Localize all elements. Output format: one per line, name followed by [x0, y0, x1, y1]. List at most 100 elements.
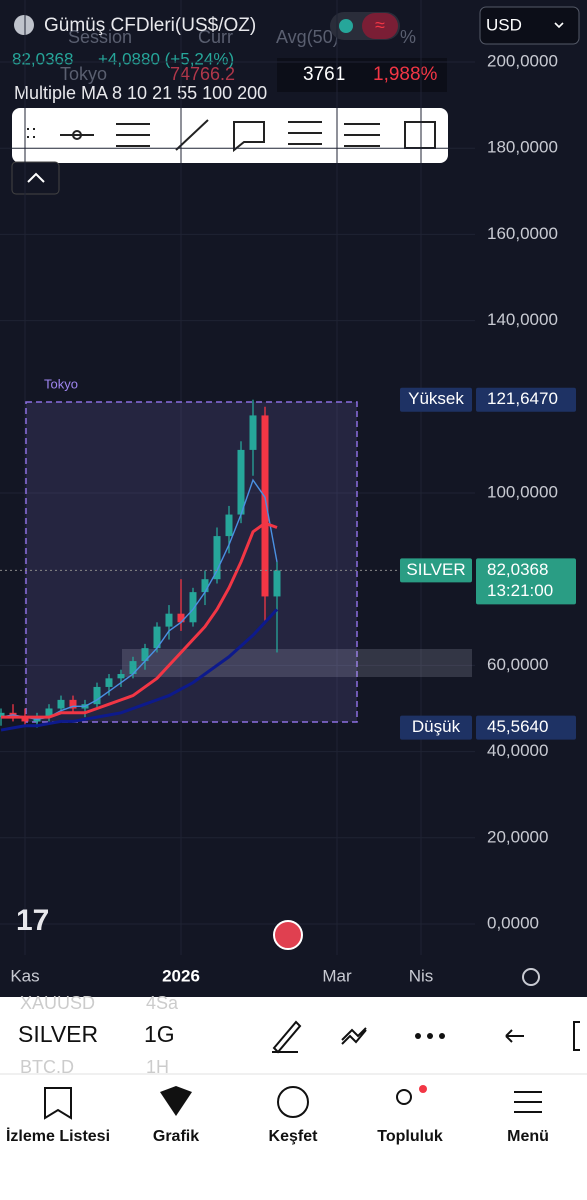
ma-line — [1, 521, 278, 719]
price: 82,0368 — [12, 49, 73, 68]
nav-item[interactable]: Topluluk — [377, 1128, 443, 1145]
nav-menu-icon[interactable] — [514, 1091, 542, 1113]
interval-ghost: 1H — [146, 1057, 169, 1077]
ghost: 3761 — [303, 64, 345, 85]
nav-item[interactable]: Menü — [507, 1128, 549, 1145]
collapse-icon — [27, 172, 45, 183]
label-value: 45,5640 — [487, 717, 548, 736]
currency[interactable]: USD — [486, 15, 522, 34]
currency-select[interactable] — [479, 6, 580, 45]
tool-lines[interactable] — [344, 123, 380, 147]
symbol-ghost: XAUUSD — [20, 993, 95, 1013]
ghost-box — [277, 58, 447, 92]
label-value-box — [476, 558, 576, 605]
y-tick-label: 20,0000 — [487, 827, 548, 846]
nav-chart-icon[interactable] — [160, 1086, 192, 1116]
label-value: 121,6470 — [487, 389, 558, 408]
events-icon — [273, 920, 303, 950]
nav-community-icon[interactable] — [396, 1089, 412, 1105]
nav-item[interactable]: Grafik — [153, 1128, 199, 1145]
chevron — [554, 22, 564, 29]
y-tick-label: 160,0000 — [487, 224, 558, 243]
ghost: Avg(50) — [276, 27, 339, 47]
candle-body — [117, 674, 125, 679]
nav-icons — [44, 1086, 542, 1120]
candle-body — [225, 514, 233, 537]
x-tick-label: 2026 — [162, 966, 200, 985]
y-tick-label: 40,0000 — [487, 741, 548, 760]
nav-explore-icon[interactable] — [277, 1086, 309, 1118]
nav: İzleme Listesi Grafik Keşfet Topluluk Me… — [6, 1127, 549, 1145]
candle-body — [69, 699, 77, 709]
candle-body — [141, 648, 149, 662]
nav-item[interactable]: Keşfet — [269, 1128, 319, 1145]
logo: 17 — [16, 904, 49, 937]
label-name-box — [400, 387, 472, 412]
plot: 0,0000 20,0000 40,0000 60,0000 100,0000 140,0… — [0, 0, 576, 986]
y-tick-label: 0,0000 — [487, 913, 539, 932]
change: +4,0880 (+5,24%) — [98, 49, 234, 68]
y-tick-label: 60,0000 — [487, 655, 548, 674]
zone — [122, 649, 472, 677]
toolbar-icons — [272, 1020, 580, 1054]
x-tick-label: Mar — [322, 966, 352, 985]
label-name: Yüksek — [408, 389, 464, 408]
candle-body — [0, 712, 5, 718]
label-name-box — [400, 558, 472, 583]
candle-body — [237, 449, 245, 515]
undo-button[interactable] — [505, 1029, 524, 1043]
tool-hline[interactable] — [60, 130, 94, 140]
candle-body — [273, 570, 281, 597]
candle-body — [165, 613, 173, 627]
nav-watchlist-icon[interactable] — [44, 1087, 72, 1120]
drawing-toolbar — [12, 108, 448, 163]
candle-body — [213, 536, 221, 580]
bottom-panel — [0, 997, 587, 1200]
ghost: 1,988% — [373, 64, 438, 85]
more-button[interactable] — [573, 1021, 580, 1051]
candle-body — [153, 626, 161, 649]
candle-body — [177, 613, 185, 623]
ghost: Curr — [198, 27, 233, 47]
tool-callout[interactable] — [233, 121, 265, 153]
candle-body — [93, 686, 101, 705]
label-value-box — [476, 715, 576, 740]
ghost: % — [400, 27, 416, 47]
candle-body — [201, 579, 209, 593]
interval[interactable]: 1G — [144, 1021, 175, 1047]
label-value-box — [476, 387, 576, 412]
symbol-icon — [14, 15, 34, 35]
tool-channel[interactable] — [116, 123, 150, 147]
collapse-button[interactable] — [11, 161, 60, 195]
candle-body — [57, 699, 65, 709]
symbol[interactable]: SILVER — [18, 1021, 98, 1047]
status-dot — [339, 19, 353, 33]
ghost: 74766.2 — [170, 64, 235, 84]
nav-item[interactable]: İzleme Listesi — [6, 1127, 110, 1145]
label-value: 82,0368 — [487, 560, 548, 579]
session-label: Tokyo — [44, 376, 78, 391]
tool-fib[interactable] — [288, 121, 322, 145]
y-tick-label: 140,0000 — [487, 310, 558, 329]
label-name-box — [400, 715, 472, 740]
x-tick-label: Nis — [409, 966, 434, 985]
draw-button[interactable] — [272, 1020, 302, 1054]
settings-icon — [522, 968, 540, 986]
drag-handle[interactable] — [27, 128, 35, 138]
symbol-ghost: BTC.D — [20, 1057, 74, 1077]
ghost: Session — [68, 27, 132, 47]
candle-body — [129, 661, 137, 675]
ghost: Tokyo — [60, 64, 107, 84]
x-tick-label: Kas — [10, 966, 39, 985]
indicator: Multiple MA 8 10 21 55 100 200 — [14, 83, 267, 103]
more-dots[interactable] — [415, 1033, 445, 1039]
chart-bg — [0, 0, 587, 997]
candle-body — [189, 592, 197, 623]
ma-line — [0, 608, 279, 732]
candle-body — [45, 708, 53, 718]
indicators-button[interactable] — [341, 1027, 367, 1045]
candle-body — [261, 415, 269, 597]
candle-body — [105, 678, 113, 687]
